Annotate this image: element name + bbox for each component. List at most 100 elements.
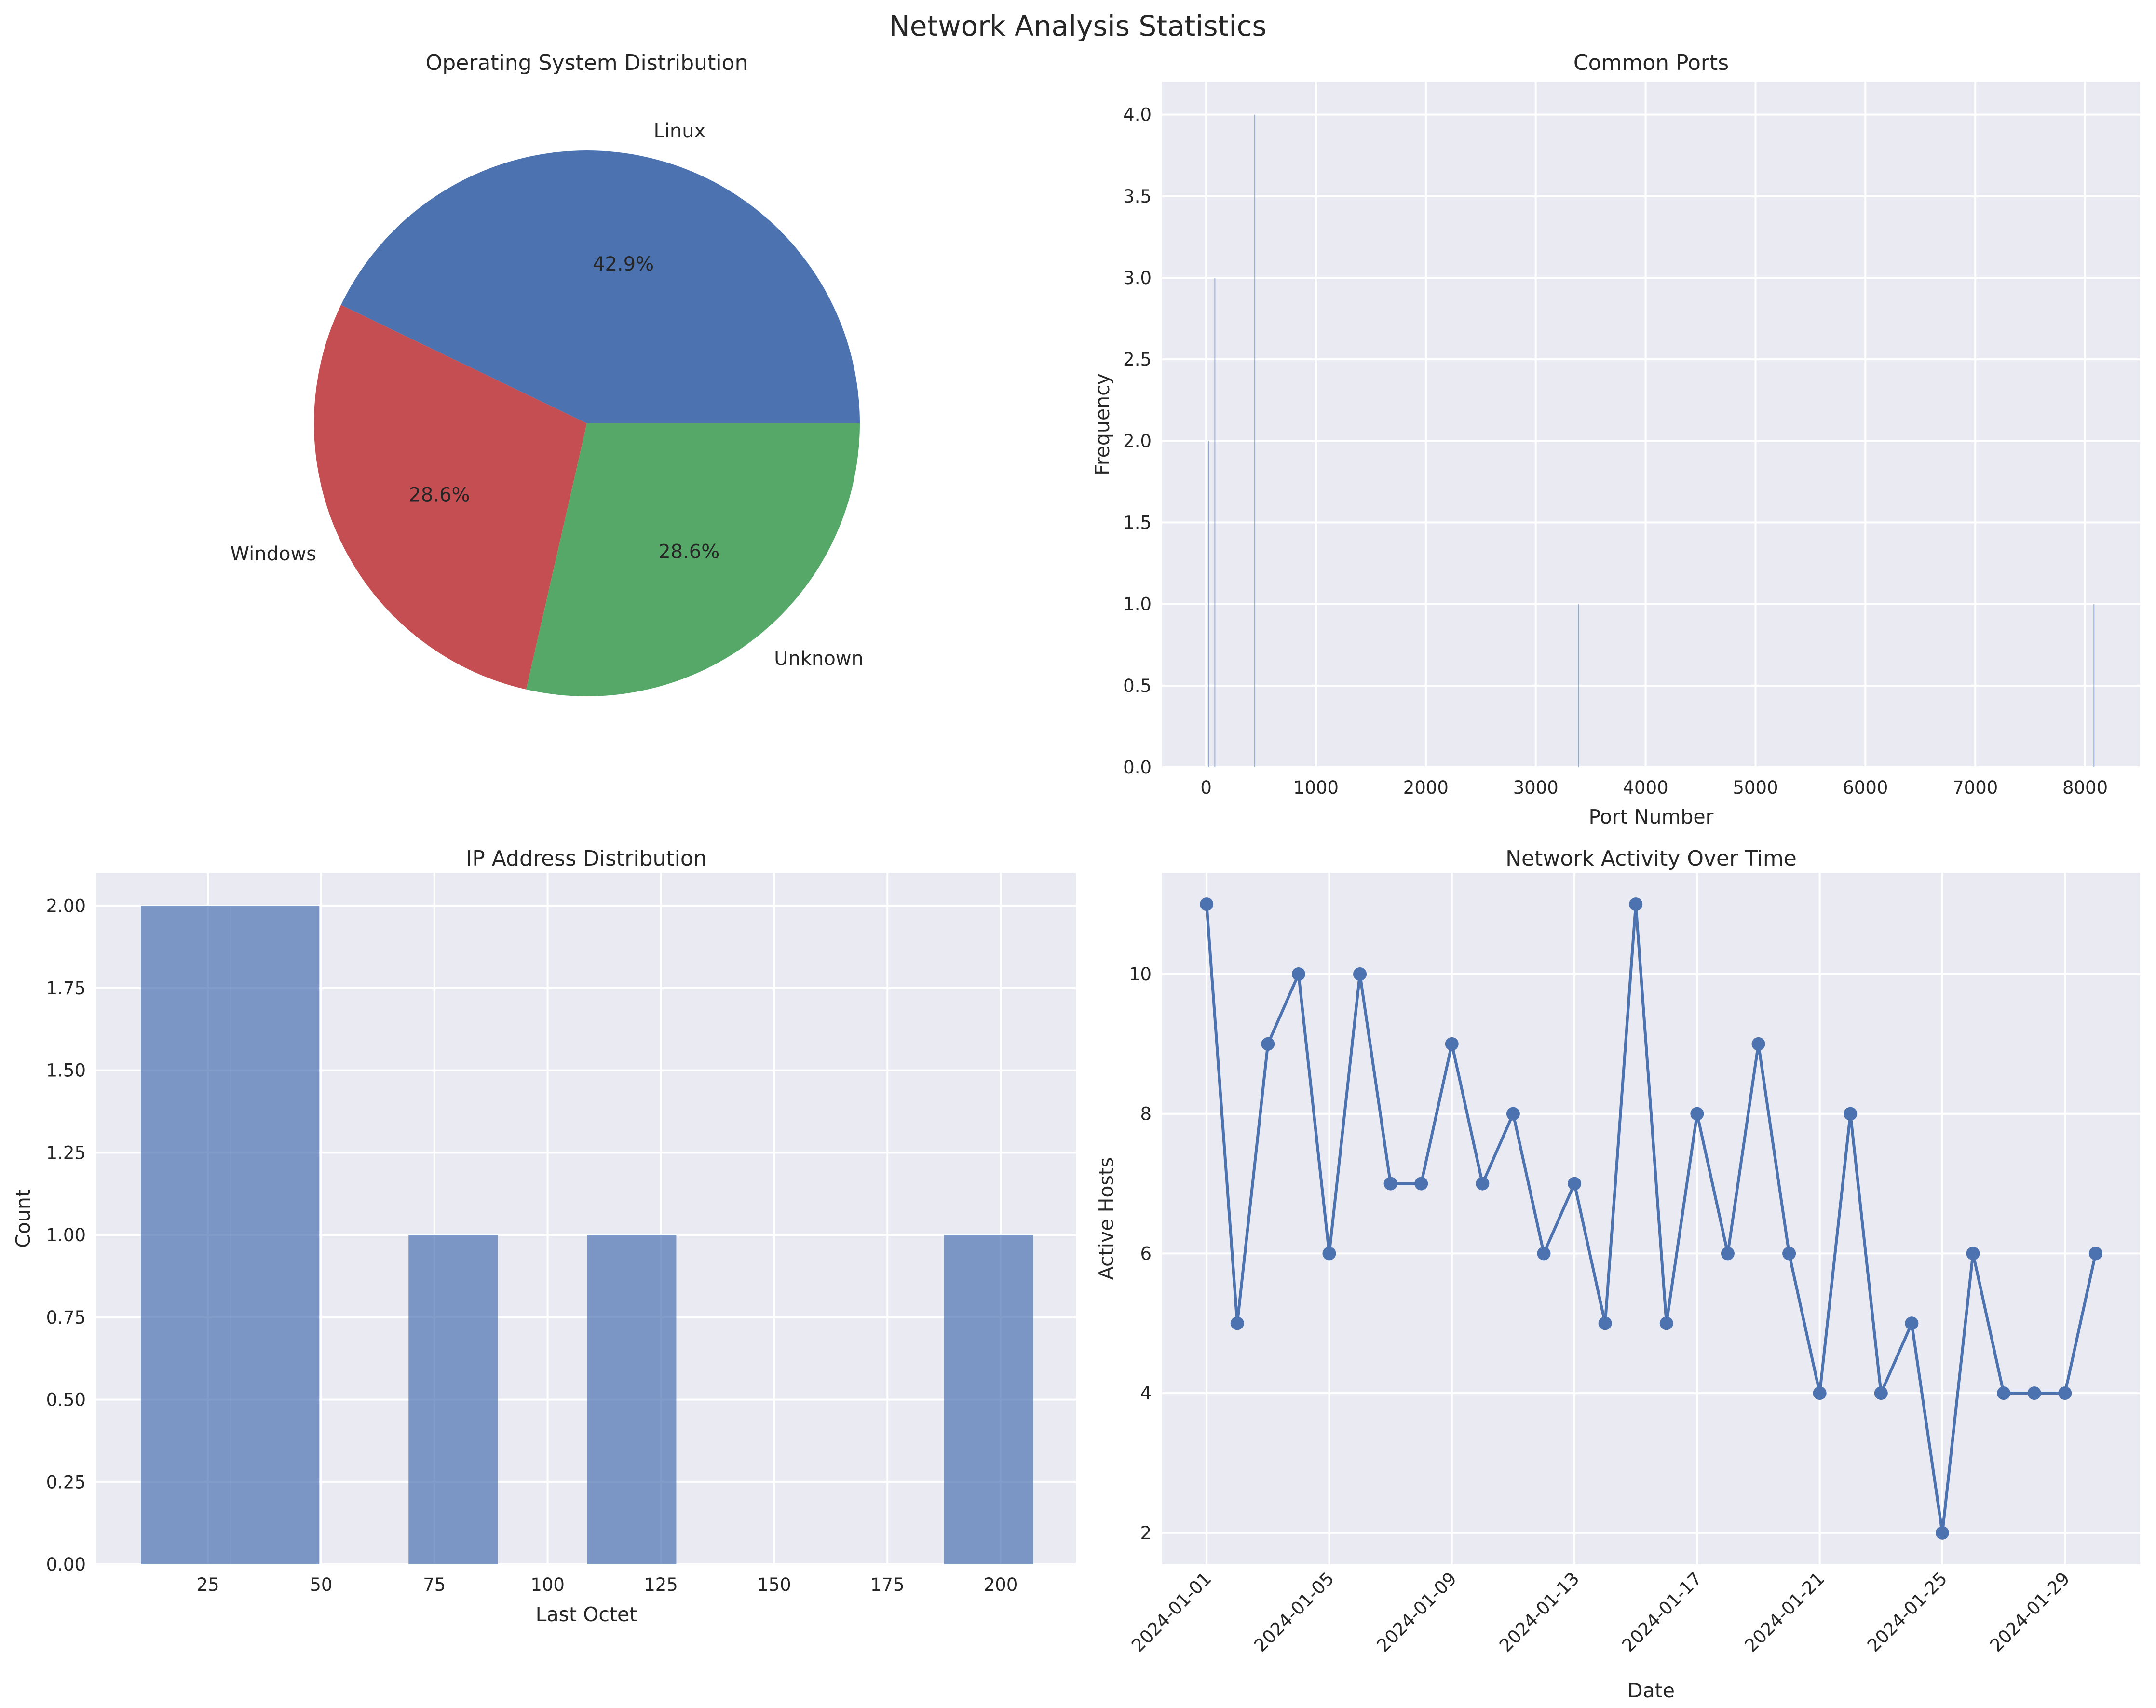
ip-x-tick-label: 25 — [197, 1574, 219, 1595]
activity-point — [1935, 1526, 1949, 1540]
ports-bar-chart: Common Ports 0 1000 2000 3000 4000 5000 6000 70… — [1091, 51, 2140, 828]
ports-x-tick-label: 2000 — [1403, 777, 1449, 798]
ip-x-tick-label: 150 — [757, 1574, 791, 1595]
pie-label: Linux — [654, 120, 706, 142]
ip-histogram-bar — [141, 906, 231, 1564]
ports-x-tick-label: 5000 — [1733, 777, 1778, 798]
activity-point — [1506, 1107, 1520, 1121]
ports-y-tick-label: 1.5 — [1123, 513, 1152, 533]
activity-point — [2027, 1386, 2041, 1400]
pie-label: Unknown — [774, 648, 864, 670]
activity-x-axis-label: Date — [1627, 1679, 1675, 1702]
ip-x-tick-label: 100 — [530, 1574, 565, 1595]
activity-point — [1690, 1107, 1704, 1121]
activity-y-axis-label: Active Hosts — [1095, 1157, 1118, 1280]
activity-point — [1721, 1247, 1735, 1261]
ip-histogram: IP Address Distribution 25 50 75 100 125 150 1… — [12, 846, 1076, 1626]
activity-point — [2058, 1386, 2072, 1400]
activity-y-tick-label: 10 — [1129, 964, 1152, 985]
ports-x-axis-label: Port Number — [1588, 805, 1713, 828]
ip-y-tick-label: 1.25 — [46, 1142, 86, 1163]
ports-x-tick-label: 3000 — [1513, 777, 1559, 798]
activity-y-tick-label: 2 — [1140, 1523, 1152, 1544]
ports-x-tick-label: 1000 — [1293, 777, 1339, 798]
ip-y-axis-label: Count — [12, 1189, 35, 1248]
activity-point — [1383, 1177, 1397, 1191]
pie-slice-windows — [313, 305, 587, 690]
activity-title: Network Activity Over Time — [1505, 846, 1797, 871]
activity-point — [1659, 1316, 1673, 1330]
activity-point — [1629, 897, 1643, 911]
activity-point — [1997, 1386, 2011, 1400]
ip-histogram-bar — [587, 1235, 677, 1564]
ports-y-tick-label: 1.0 — [1123, 594, 1152, 615]
ip-y-tick-label: 1.00 — [46, 1225, 86, 1246]
figure-title: Network Analysis Statistics — [889, 10, 1266, 42]
os-pie-chart: Operating System Distribution Linux 42.9%… — [230, 51, 864, 697]
ports-title: Common Ports — [1573, 51, 1729, 75]
activity-point — [1751, 1037, 1765, 1051]
activity-y-tick-label: 4 — [1140, 1383, 1152, 1404]
ip-y-tick-label: 0.75 — [46, 1307, 86, 1328]
activity-point — [1598, 1316, 1612, 1330]
ports-x-tick-label: 4000 — [1623, 777, 1668, 798]
ip-y-tick-label: 0.00 — [46, 1554, 86, 1575]
ip-title: IP Address Distribution — [466, 846, 706, 871]
os-pie-title: Operating System Distribution — [426, 51, 748, 75]
ip-histogram-bar — [408, 1235, 498, 1564]
ports-x-tick-label: 8000 — [2062, 777, 2108, 798]
activity-line-chart: Network Activity Over Time 2024-01-01 202… — [1095, 846, 2140, 1702]
ip-x-tick-label: 50 — [310, 1574, 332, 1595]
activity-point — [1261, 1037, 1275, 1051]
activity-series-line — [1205, 903, 2097, 1534]
activity-point — [2088, 1247, 2102, 1261]
ports-y-tick-label: 3.5 — [1123, 186, 1152, 207]
activity-point — [1905, 1316, 1919, 1330]
activity-point — [1844, 1107, 1858, 1121]
ports-y-tick-label: 0.0 — [1123, 757, 1152, 778]
activity-point — [1200, 897, 1214, 911]
ports-y-tick-label: 2.0 — [1123, 431, 1152, 451]
activity-point — [1966, 1247, 1980, 1261]
ip-x-tick-label: 125 — [644, 1574, 678, 1595]
ports-y-tick-label: 3.0 — [1123, 268, 1152, 288]
ports-x-tick-label: 0 — [1200, 777, 1212, 798]
pie-label: Windows — [230, 543, 316, 565]
activity-y-tick-label: 6 — [1140, 1243, 1152, 1264]
ip-x-axis-label: Last Octet — [536, 1603, 637, 1626]
pie-percent-label: 42.9% — [593, 253, 654, 275]
pie-percent-label: 28.6% — [658, 541, 719, 563]
ip-x-tick-label: 75 — [423, 1574, 446, 1595]
activity-point — [1353, 967, 1367, 981]
activity-y-tick-label: 8 — [1140, 1104, 1152, 1125]
ip-y-tick-label: 1.50 — [46, 1060, 86, 1081]
ip-x-tick-label: 175 — [870, 1574, 905, 1595]
ip-y-tick-label: 2.00 — [46, 895, 86, 916]
pie-slice-linux — [341, 150, 860, 423]
ip-y-tick-label: 0.25 — [46, 1472, 86, 1492]
activity-point — [1322, 1247, 1336, 1261]
ip-y-tick-label: 1.75 — [46, 978, 86, 999]
activity-point — [1414, 1177, 1428, 1191]
activity-point — [1568, 1177, 1582, 1191]
activity-point — [1230, 1316, 1244, 1330]
activity-point — [1813, 1386, 1827, 1400]
ip-histogram-bar — [230, 906, 320, 1564]
pie-percent-label: 28.6% — [408, 484, 470, 506]
activity-point — [1445, 1037, 1459, 1051]
pie-slice-unknown — [526, 423, 860, 697]
ports-y-axis-label: Frequency — [1091, 373, 1114, 475]
ports-x-tick-label: 6000 — [1843, 777, 1888, 798]
ports-y-tick-label: 2.5 — [1123, 349, 1152, 370]
ip-histogram-bar — [944, 1235, 1033, 1564]
activity-point — [1874, 1386, 1888, 1400]
ports-y-tick-label: 4.0 — [1123, 105, 1152, 125]
activity-point — [1537, 1247, 1551, 1261]
ports-y-tick-label: 0.5 — [1123, 676, 1152, 696]
activity-point — [1476, 1177, 1490, 1191]
activity-point — [1291, 967, 1305, 981]
activity-point — [1782, 1247, 1796, 1261]
ports-x-tick-label: 7000 — [1953, 777, 1998, 798]
ip-y-tick-label: 0.50 — [46, 1390, 86, 1410]
